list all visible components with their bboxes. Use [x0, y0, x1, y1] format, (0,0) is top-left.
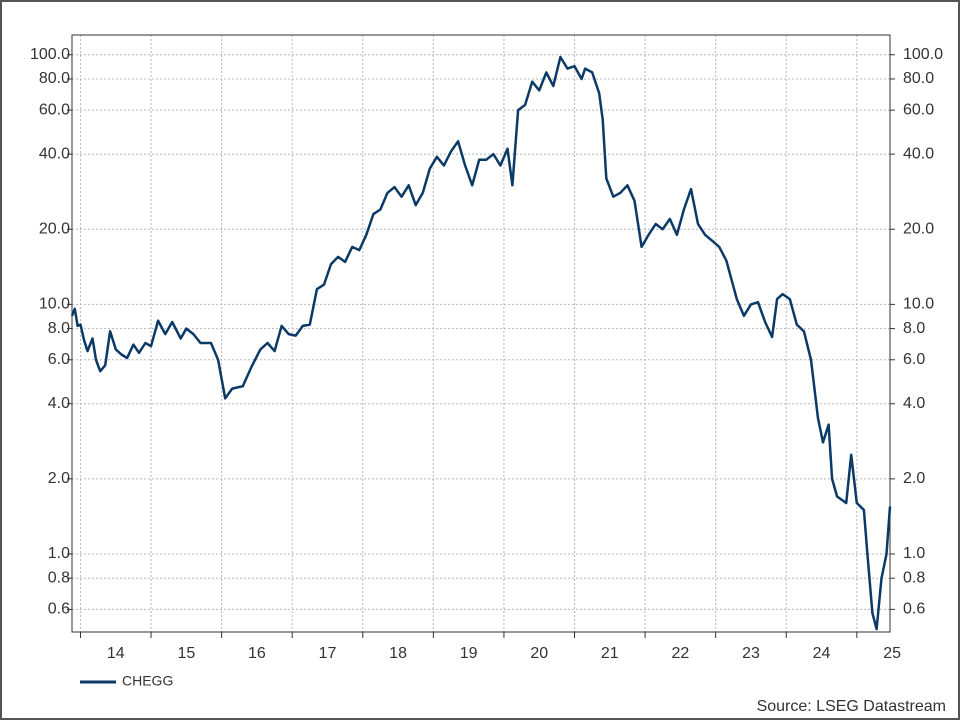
y-tick-label: 1.0: [48, 545, 70, 562]
plot-area: [71, 34, 891, 633]
x-tick-label: 25: [883, 645, 901, 662]
x-tick-label: 24: [813, 645, 831, 662]
x-tick-label: 16: [248, 645, 266, 662]
x-tick-label: 21: [601, 645, 619, 662]
y2-tick-label: 100.0: [903, 46, 943, 63]
y2-tick-label: 80.0: [903, 70, 934, 87]
x-tick-label: 17: [319, 645, 337, 662]
x-tick-label: 18: [389, 645, 407, 662]
y-tick-label: 2.0: [48, 470, 70, 487]
y-tick-label: 80.0: [39, 70, 70, 87]
source-note: Source: LSEG Datastream: [757, 698, 946, 715]
y-tick-label: 60.0: [39, 101, 70, 118]
y2-tick-label: 8.0: [903, 320, 925, 337]
y-tick-label: 0.8: [48, 569, 70, 586]
x-tick-label: 15: [177, 645, 195, 662]
y-tick-label: 10.0: [39, 296, 70, 313]
y-tick-label: 40.0: [39, 145, 70, 162]
y-tick-label: 100.0: [30, 46, 70, 63]
y-tick-label: 0.6: [48, 601, 70, 618]
legend-label: CHEGG: [122, 673, 173, 689]
y2-tick-label: 6.0: [903, 351, 925, 368]
y2-tick-label: 40.0: [903, 145, 934, 162]
y2-tick-label: 10.0: [903, 296, 934, 313]
y2-tick-label: 2.0: [903, 470, 925, 487]
y2-tick-label: 60.0: [903, 101, 934, 118]
y-tick-label: 20.0: [39, 220, 70, 237]
y2-tick-label: 20.0: [903, 220, 934, 237]
x-tick-label: 23: [742, 645, 760, 662]
x-tick-label: 20: [530, 645, 548, 662]
x-tick-label: 14: [107, 645, 125, 662]
y-tick-label: 6.0: [48, 351, 70, 368]
y2-tick-label: 1.0: [903, 545, 925, 562]
y-tick-label: 8.0: [48, 320, 70, 337]
y2-tick-label: 0.8: [903, 569, 925, 586]
y2-tick-label: 4.0: [903, 395, 925, 412]
x-tick-label: 19: [460, 645, 478, 662]
y2-tick-label: 0.6: [903, 601, 925, 618]
line-series: [70, 55, 892, 631]
y-tick-label: 4.0: [48, 395, 70, 412]
x-tick-label: 22: [671, 645, 689, 662]
